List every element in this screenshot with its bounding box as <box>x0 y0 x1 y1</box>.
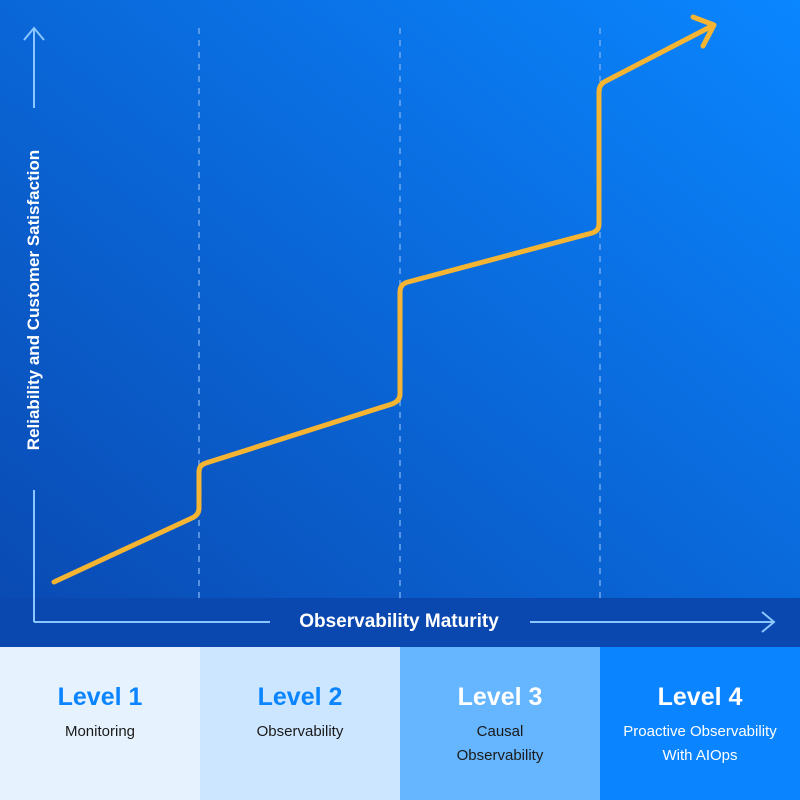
x-axis-arrowhead <box>761 611 776 633</box>
level-1-title: Level 1 <box>57 683 143 711</box>
level-4-description: Proactive Observability With AIOps <box>623 720 776 768</box>
level-1-description-line: Monitoring <box>64 723 136 740</box>
growth-line <box>51 23 715 585</box>
level-3-cell: Level 3 Causal Observability <box>400 647 600 800</box>
level-4-cell: Level 4 Proactive Observability With AIO… <box>600 647 800 800</box>
level-4-title: Level 4 <box>657 683 743 711</box>
chart-svg <box>0 0 800 647</box>
level-3-description: Causal Observability <box>457 720 544 768</box>
level-3-description-line-1: Causal <box>476 723 524 740</box>
y-axis-label: Reliability and Customer Satisfaction <box>24 149 43 451</box>
levels-row: Level 1 Monitoring Level 2 Observability… <box>0 647 800 800</box>
x-axis-label: Observability Maturity <box>299 611 499 632</box>
level-2-description-line: Observability <box>256 723 344 740</box>
level-3-description-line-2: Observability <box>456 747 544 764</box>
level-1-cell: Level 1 Monitoring <box>0 647 200 800</box>
level-2-description: Observability <box>257 720 344 744</box>
level-4-description-line-1: Proactive Observability <box>623 723 777 740</box>
level-3-title: Level 3 <box>457 683 543 711</box>
level-2-cell: Level 2 Observability <box>200 647 400 800</box>
y-axis-arrowhead <box>23 26 45 41</box>
level-1-description: Monitoring <box>65 720 135 744</box>
chart-area: Reliability and Customer Satisfaction Ob… <box>0 0 800 647</box>
growth-arrowhead <box>690 14 717 49</box>
level-4-description-line-2: With AIOps <box>662 747 738 764</box>
level-2-title: Level 2 <box>257 683 343 711</box>
